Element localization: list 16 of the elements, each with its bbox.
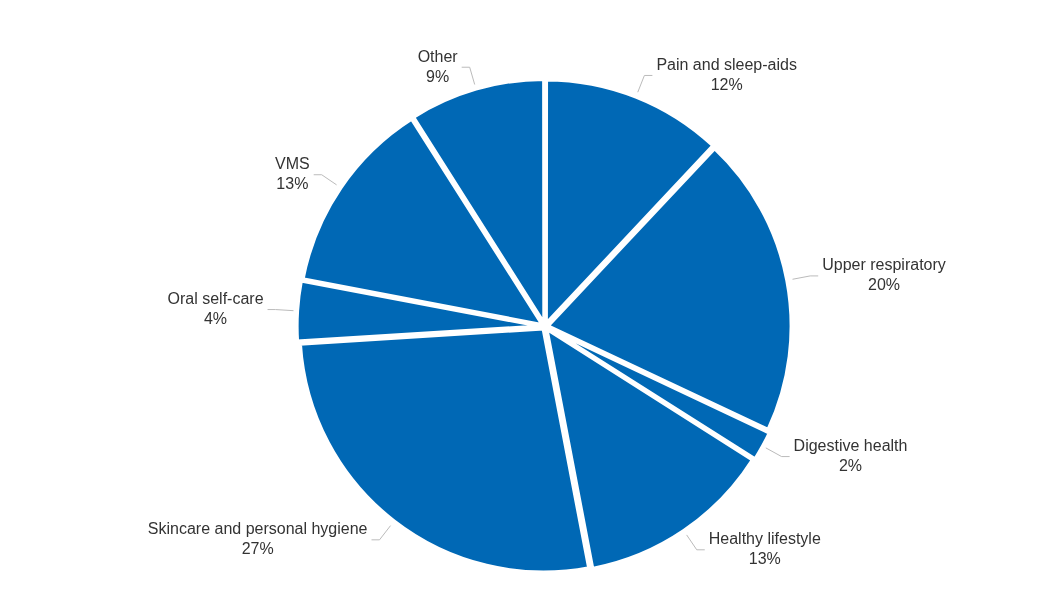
slice-label: Digestive health (793, 436, 908, 454)
data-label: 12% (710, 75, 743, 93)
slice-label: Healthy lifestyle (708, 530, 821, 548)
slice-label: Pain and sleep-aids (656, 55, 797, 73)
data-label: 13% (748, 550, 781, 568)
slice-label: Other (417, 47, 459, 65)
data-label: 20% (868, 276, 901, 294)
data-label: 13% (276, 175, 309, 193)
data-label: 2% (838, 456, 863, 474)
slice-label: VMS (275, 155, 310, 173)
slice-label: Skincare and personal hygiene (147, 520, 368, 538)
slice-label: Oral self-care (167, 289, 264, 307)
data-label: 27% (241, 540, 274, 558)
data-label: 9% (426, 67, 450, 85)
data-label: 4% (203, 309, 228, 327)
slice-label: Upper respiratory (822, 256, 946, 274)
